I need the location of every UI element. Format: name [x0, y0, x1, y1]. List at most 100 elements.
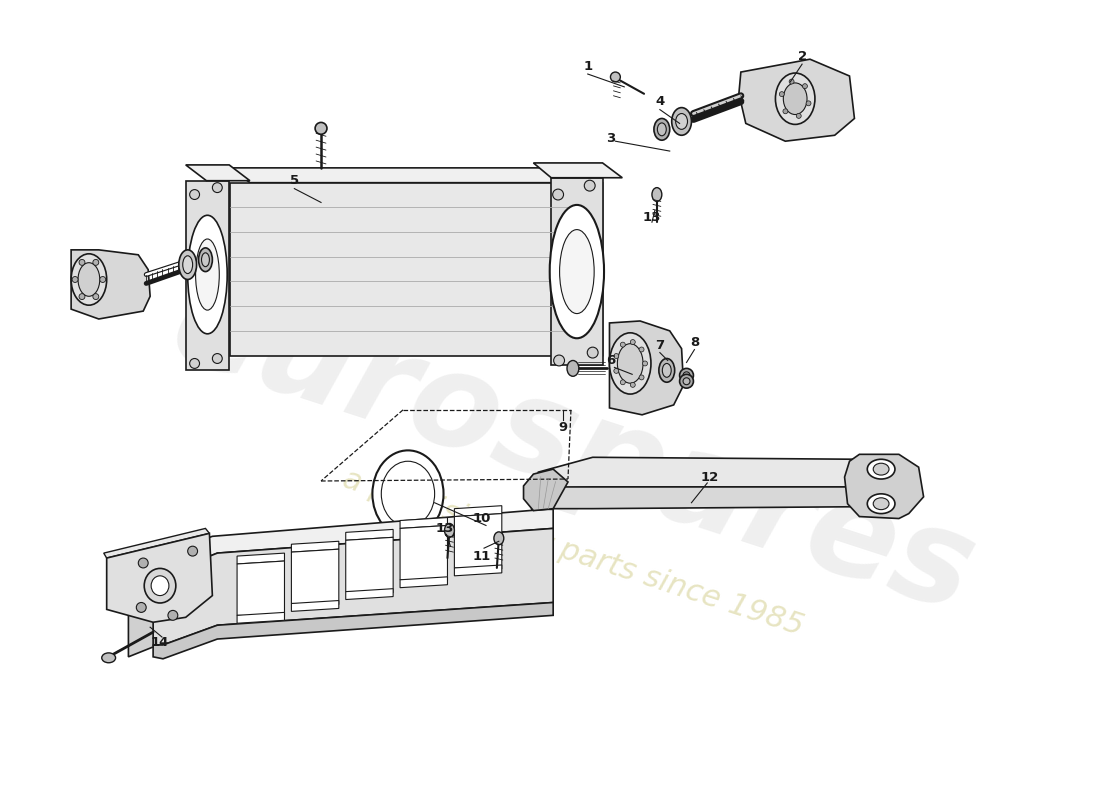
- Circle shape: [780, 92, 784, 97]
- Ellipse shape: [78, 262, 100, 296]
- Circle shape: [79, 259, 85, 266]
- Circle shape: [630, 382, 636, 387]
- Polygon shape: [609, 321, 683, 415]
- Circle shape: [620, 342, 625, 347]
- Ellipse shape: [609, 333, 651, 394]
- Ellipse shape: [550, 205, 604, 338]
- Ellipse shape: [659, 358, 674, 382]
- Polygon shape: [186, 181, 229, 370]
- Polygon shape: [345, 530, 393, 540]
- Ellipse shape: [683, 372, 690, 378]
- Text: 10: 10: [473, 512, 492, 525]
- Polygon shape: [538, 458, 879, 489]
- Text: 14: 14: [151, 635, 169, 649]
- Circle shape: [584, 180, 595, 191]
- Ellipse shape: [315, 122, 327, 134]
- Ellipse shape: [873, 463, 889, 475]
- Polygon shape: [454, 506, 502, 517]
- Ellipse shape: [776, 73, 815, 125]
- Ellipse shape: [151, 576, 169, 595]
- Text: 1: 1: [583, 60, 592, 73]
- Ellipse shape: [198, 248, 212, 271]
- Polygon shape: [238, 561, 285, 616]
- Polygon shape: [129, 556, 163, 570]
- Polygon shape: [551, 178, 603, 366]
- Circle shape: [614, 354, 619, 358]
- Text: 8: 8: [690, 336, 698, 350]
- Polygon shape: [454, 514, 502, 569]
- Circle shape: [100, 277, 106, 282]
- Polygon shape: [400, 577, 448, 588]
- Text: 13: 13: [436, 522, 453, 535]
- Text: 3: 3: [606, 132, 615, 145]
- Polygon shape: [583, 168, 603, 355]
- Ellipse shape: [675, 114, 688, 130]
- Polygon shape: [345, 589, 393, 599]
- Ellipse shape: [444, 523, 454, 538]
- Circle shape: [79, 294, 85, 299]
- Polygon shape: [230, 168, 603, 182]
- Text: 7: 7: [656, 339, 664, 352]
- Polygon shape: [400, 518, 448, 529]
- Polygon shape: [454, 565, 502, 576]
- Text: 11: 11: [473, 550, 492, 562]
- Ellipse shape: [783, 83, 807, 114]
- Ellipse shape: [179, 250, 197, 279]
- Ellipse shape: [201, 253, 209, 266]
- Ellipse shape: [183, 256, 192, 274]
- Polygon shape: [107, 534, 212, 622]
- Circle shape: [630, 339, 636, 345]
- Circle shape: [614, 369, 619, 374]
- Ellipse shape: [873, 498, 889, 510]
- Circle shape: [639, 375, 643, 380]
- Polygon shape: [292, 601, 339, 611]
- Ellipse shape: [652, 188, 662, 202]
- Circle shape: [136, 602, 146, 612]
- Ellipse shape: [610, 72, 620, 82]
- Polygon shape: [153, 509, 553, 578]
- Circle shape: [587, 347, 598, 358]
- Circle shape: [92, 294, 99, 299]
- Ellipse shape: [196, 239, 219, 310]
- Text: 13: 13: [642, 210, 661, 224]
- Ellipse shape: [683, 378, 690, 385]
- Text: 12: 12: [700, 470, 718, 483]
- Text: 9: 9: [559, 421, 568, 434]
- Text: eurospares: eurospares: [156, 260, 990, 638]
- Polygon shape: [845, 454, 924, 518]
- Circle shape: [189, 190, 199, 199]
- Polygon shape: [230, 182, 583, 355]
- Polygon shape: [292, 549, 339, 605]
- Ellipse shape: [617, 344, 643, 383]
- Polygon shape: [129, 560, 153, 657]
- Ellipse shape: [662, 363, 671, 378]
- Text: 2: 2: [798, 50, 806, 62]
- Ellipse shape: [144, 569, 176, 603]
- Polygon shape: [345, 538, 393, 593]
- Ellipse shape: [867, 459, 895, 479]
- Polygon shape: [400, 526, 448, 581]
- Polygon shape: [153, 602, 553, 659]
- Text: 6: 6: [606, 354, 615, 367]
- Ellipse shape: [658, 123, 667, 136]
- Ellipse shape: [188, 215, 228, 334]
- Circle shape: [796, 114, 801, 118]
- Circle shape: [552, 189, 563, 200]
- Ellipse shape: [672, 108, 692, 135]
- Polygon shape: [72, 250, 150, 319]
- Polygon shape: [538, 477, 879, 509]
- Circle shape: [92, 259, 99, 266]
- Circle shape: [553, 355, 564, 366]
- Polygon shape: [153, 529, 553, 645]
- Circle shape: [212, 182, 222, 193]
- Text: 4: 4: [656, 95, 664, 108]
- Circle shape: [189, 358, 199, 368]
- Circle shape: [639, 347, 643, 352]
- Circle shape: [212, 354, 222, 363]
- Circle shape: [139, 558, 148, 568]
- Text: a precision for parts since 1985: a precision for parts since 1985: [339, 465, 807, 642]
- Ellipse shape: [382, 462, 435, 526]
- Text: 5: 5: [289, 174, 299, 187]
- Circle shape: [168, 610, 178, 620]
- Polygon shape: [103, 529, 209, 558]
